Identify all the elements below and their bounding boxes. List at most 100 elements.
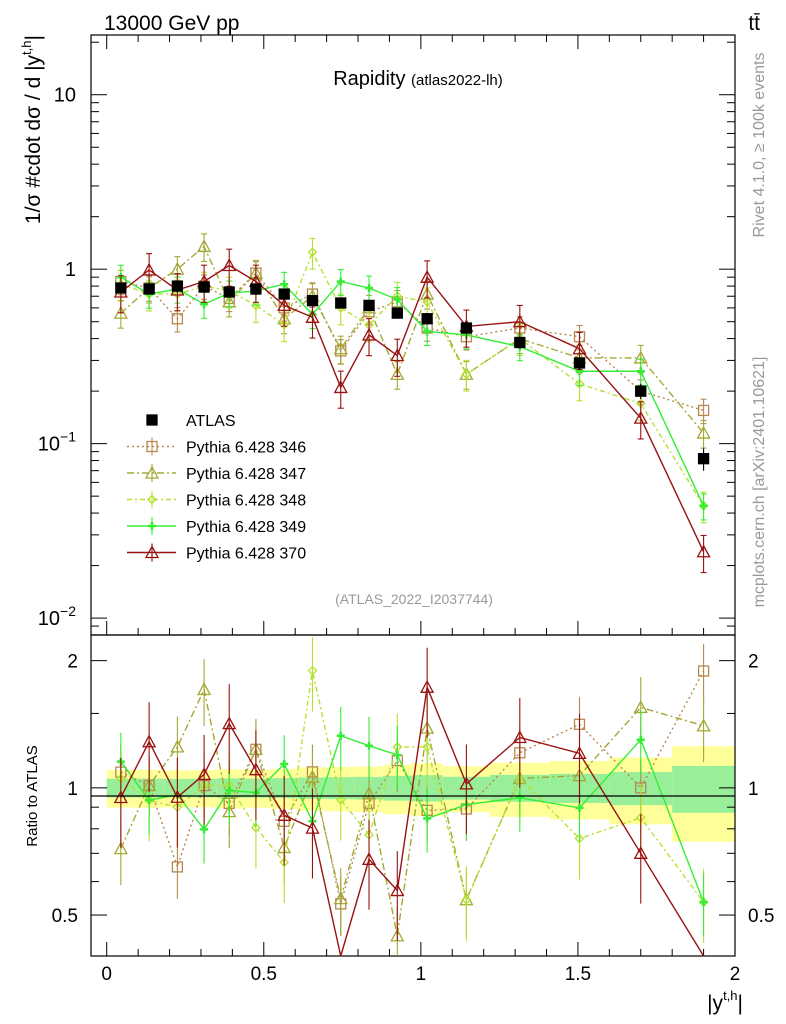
point-370-14	[572, 341, 587, 355]
y-tick-label-base-1: 10	[38, 434, 60, 456]
point-370-6	[277, 298, 292, 312]
legend-label-346: Pythia 6.428 346	[186, 440, 306, 457]
point-348-11	[422, 296, 433, 307]
x-tick-label-4: 2	[730, 964, 741, 985]
ratio-point-370-5	[248, 762, 264, 776]
point-346-2	[171, 313, 184, 325]
ratio-point-370-7	[305, 820, 320, 834]
data-point-10	[391, 307, 403, 319]
point-347-3	[196, 239, 212, 253]
point-370-7	[305, 309, 320, 323]
mcplots-label: mcplots.cern.ch [arXiv:2401.10621]	[751, 357, 768, 608]
legend: ATLAS Pythia 6.428 346 Pythia 6.428 347 Pyt…	[127, 413, 306, 563]
ratio-point-348-8	[335, 794, 346, 805]
point-349-9	[365, 284, 374, 293]
data-point-9	[363, 299, 375, 312]
ratio-point-349-4	[225, 786, 234, 795]
point-349-16	[699, 501, 708, 510]
point-370-4	[222, 258, 237, 272]
ratio-point-346-16	[697, 665, 710, 677]
ratio-point-349-15	[636, 735, 645, 744]
y-axis-label-main: 1/σ #cdot dσ / d |y	[22, 54, 45, 224]
data-point-12	[460, 322, 473, 334]
ratio-tick-label-left-1: 1	[67, 779, 78, 800]
data-point-11	[421, 313, 433, 325]
ratio-point-370-13	[512, 730, 527, 744]
point-349-10	[393, 295, 402, 304]
x-tick-label-0: 0	[101, 964, 112, 985]
point-370-15	[633, 410, 648, 424]
x-tick-label-1: 0.5	[251, 964, 277, 985]
ratio-point-349-13	[515, 793, 524, 802]
data-point-8	[335, 297, 347, 309]
point-347-16	[696, 425, 711, 439]
ratio-point-349-11	[423, 814, 432, 823]
point-348-12	[461, 369, 472, 380]
ratio-point-349-9	[365, 741, 374, 750]
ratio-point-370-9	[361, 851, 377, 865]
ratio-point-349-10	[393, 750, 402, 759]
ratio-point-370-12	[459, 776, 474, 790]
y-tick-label-base-2: 1	[65, 259, 76, 281]
y-tick-label-base-0: 10	[38, 608, 60, 630]
point-348-5	[251, 300, 261, 311]
legend-label-370: Pythia 6.428 370	[186, 546, 306, 563]
ratio-point-370-0	[113, 790, 128, 804]
y-tick-label-base-3: 10	[54, 85, 76, 107]
data-point-3	[198, 281, 210, 293]
header-right: tt̄	[748, 12, 760, 35]
legend-marker-370	[144, 545, 160, 559]
ratio-series-370	[113, 647, 705, 957]
header-left: 13000 GeV pp	[104, 12, 239, 35]
data-point-6	[278, 288, 290, 300]
point-370-13	[512, 314, 527, 328]
ratio-point-349-3	[200, 825, 209, 834]
point-370-1	[142, 262, 157, 276]
ratio-point-347-7	[305, 769, 320, 783]
point-347-8	[333, 341, 348, 355]
legend-label-348: Pythia 6.428 348	[186, 493, 306, 510]
y-tick-label-0: 10−2	[38, 603, 76, 630]
ratio-point-370-1	[142, 734, 157, 748]
legend-marker-348	[147, 494, 157, 505]
ratio-point-349-6	[280, 759, 289, 768]
ratio-tick-label-left-0: 0.5	[52, 906, 78, 927]
chart-title: Rapidity (atlas2022-lh)	[333, 68, 503, 90]
ratio-point-370-2	[170, 789, 185, 803]
ratio-point-348-7	[307, 665, 318, 676]
ratio-point-347-9	[361, 786, 377, 800]
point-370-10	[390, 348, 405, 362]
data-point-15	[635, 385, 647, 397]
ratio-point-348-14	[574, 833, 585, 844]
point-370-8	[333, 380, 348, 394]
band-green-16	[672, 765, 735, 813]
ratio-point-370-14	[572, 745, 587, 759]
legend-label-347: Pythia 6.428 347	[186, 466, 306, 483]
ratio-tick-label-left-2: 2	[67, 652, 78, 673]
chart-subtitle: (atlas2022-lh)	[411, 72, 503, 89]
legend-marker-ATLAS	[146, 414, 158, 426]
point-348-7	[307, 247, 318, 258]
y-tick-label-2: 1	[65, 259, 76, 281]
y-axis-label: 1/σ #cdot dσ / d |yt,h|	[19, 35, 45, 224]
x-axis-label: |yt,h|	[707, 988, 743, 1015]
ratio-point-349-8	[336, 731, 345, 740]
ratio-line-348	[120, 670, 705, 903]
y-tick-label-1: 10−1	[38, 429, 76, 456]
legend-marker-346	[146, 440, 158, 453]
ratio-point-349-1	[145, 796, 154, 805]
ratio-point-370-11	[420, 679, 435, 693]
rivet-label: Rivet 4.1.0, ≥ 100k events	[751, 53, 768, 238]
x-axis-label-main: |y	[707, 992, 723, 1015]
x-tick-label-3: 1.5	[565, 964, 591, 985]
series-ATLAS	[115, 280, 710, 471]
point-349-6	[280, 280, 289, 289]
ratio-point-347-8	[333, 891, 348, 905]
ratio-point-370-6	[277, 807, 292, 821]
series-layer	[113, 233, 711, 574]
data-point-0	[115, 282, 127, 294]
data-point-2	[171, 280, 184, 292]
ratio-point-348-5	[251, 822, 261, 833]
legend-label-349: Pythia 6.428 349	[186, 519, 306, 536]
